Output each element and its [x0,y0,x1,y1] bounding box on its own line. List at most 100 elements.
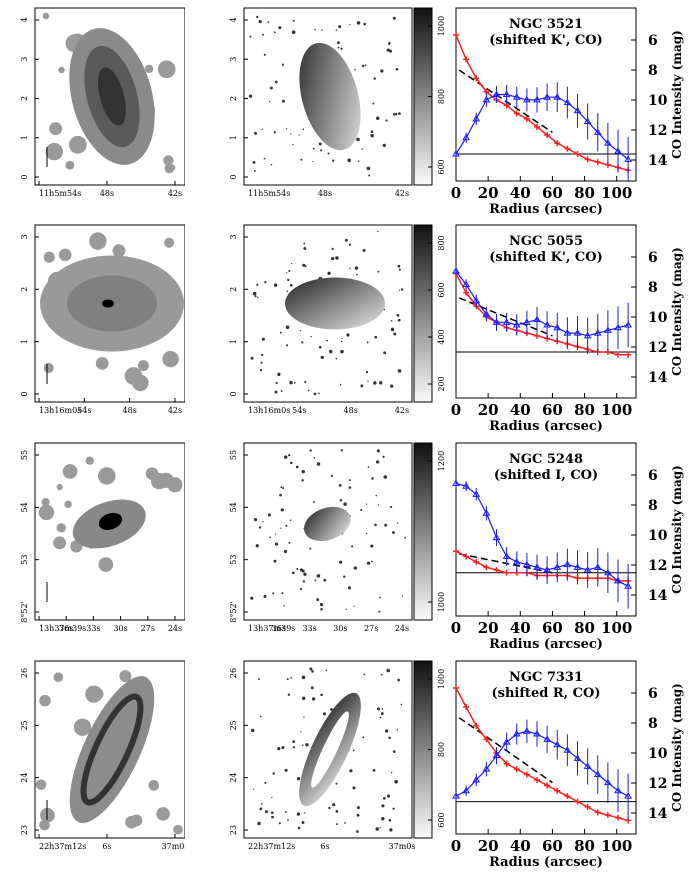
blue-point [492,533,501,541]
profile-xtick: 60 [542,619,563,637]
galaxy-velocity [250,667,403,833]
xlabel: Radius (arcsec) [489,855,603,870]
vel-xtick: 36s [272,624,286,633]
blue-point [583,566,592,573]
profile-ytick: 8 [648,63,658,79]
blue-point [452,792,460,799]
shift-label: (shifted R, CO) [491,686,600,701]
blue-point [614,576,622,584]
map-ytick: 3 [20,57,29,62]
xlabel: Radius (arcsec) [489,419,603,434]
blue-point [543,566,552,573]
vel-ytick: 53 [229,555,238,565]
vel-xtick: 42s [395,189,409,198]
intensity-map: 23 24 25 26 22h37m12s 6s 37m0s [20,660,185,851]
blue-point [583,331,592,339]
vel-ytick: 0 [229,391,238,396]
red-point [463,289,470,296]
blue-point [533,563,541,570]
map-ytick: 0 [20,174,29,179]
red-point [503,760,510,767]
colorbar-tick: 600 [437,282,445,297]
red-point [604,812,611,819]
red-point [463,56,470,63]
blue-point [462,133,471,141]
vel-ytick: 8°52' [229,601,238,622]
red-point [564,793,571,800]
blue-point [543,735,552,742]
blue-point [603,326,612,333]
colorbar [413,442,433,621]
profile-ytick: 10 [648,746,668,762]
blue-point [563,746,572,753]
map-ytick: 53 [20,555,29,565]
red-point [453,685,459,692]
red-point [534,123,540,130]
profile-xtick: 60 [542,401,563,419]
red-point [615,351,621,358]
red-point [513,110,520,117]
colorbar-tick: 1000 [437,16,445,36]
map-xtick: 48s [123,406,137,415]
map-ytick: 0 [20,391,29,396]
blue-point [452,479,460,487]
red-point [483,736,490,743]
blue-point [522,95,531,103]
map-ytick: 2 [20,96,29,101]
galaxy-name: NGC 5055 [509,234,583,249]
profile-xtick: 100 [601,401,632,419]
galaxy-name: NGC 7331 [509,670,583,685]
red-point [554,787,561,794]
blue-point [502,318,511,325]
colorbar-tick: 800 [437,89,445,104]
profile-ytick: 14 [648,806,668,822]
profile-ytick: 12 [648,123,667,139]
galaxy-intensity [40,232,184,392]
profile-ytick: 6 [648,686,658,702]
shift-label: (shifted K', CO) [489,250,603,265]
map-ytick: 54 [20,502,29,512]
vel-ytick: 55 [229,450,238,460]
blue-point [593,563,602,570]
ylabel: CO Intensity (mag) [670,30,684,159]
blue-point [482,310,491,317]
blue-point [614,323,622,331]
blue-point [512,321,521,328]
fit-line [458,717,553,784]
red-point [453,548,459,555]
map-ytick: 2 [20,287,29,292]
profile-ytick: 8 [648,716,658,732]
profile-ytick: 8 [648,280,658,296]
colorbar-tick: 1000 [437,669,445,689]
map-xtick: 6s [102,842,111,851]
blue-point [593,770,602,778]
profile-ytick: 10 [648,528,668,544]
map-ytick: 26 [20,668,29,678]
red-point [625,351,632,358]
velocity-map: 23 24 25 26 22h37m12s 6s 37m0s 1000 800 600 [229,660,445,851]
colorbar [413,224,433,403]
red-point [584,156,591,163]
blue-point [482,509,491,516]
map-ytick: 23 [20,825,29,835]
vel-xtick: 27s [364,624,378,633]
profile-xtick: 60 [542,837,563,855]
vel-ytick: 4 [229,17,238,22]
colorbar-tick: 800 [437,235,445,250]
blue-point [543,321,552,328]
map-xtick: 13h37m39s [39,624,86,633]
blue-point [502,552,511,560]
blue-point [462,482,471,489]
blue-point [603,568,612,576]
colorbar-tick: 1200 [437,451,445,471]
blue-point [624,582,633,589]
colorbar-tick: 200 [437,376,445,391]
galaxy-name: NGC 3521 [509,17,583,32]
profile-ytick: 10 [648,93,668,109]
map-xtick: 36s [59,624,73,633]
map-xtick: 42s [168,406,182,415]
blue-point [624,155,633,162]
profile-xtick: 80 [574,837,595,855]
blue-point [614,147,622,154]
